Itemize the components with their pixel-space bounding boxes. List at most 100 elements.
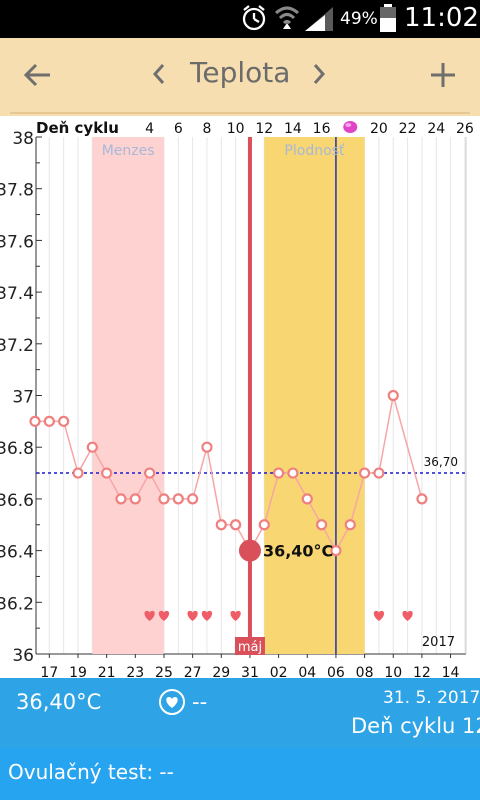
data-point[interactable] bbox=[129, 493, 141, 505]
fertility-label: Plodnosť bbox=[284, 143, 345, 159]
y-tick-label: 37.6 bbox=[0, 232, 34, 252]
date: 31. 5. 2017 bbox=[383, 688, 480, 708]
toolbar-divider bbox=[10, 112, 470, 114]
x-tick-label: 29 bbox=[212, 665, 230, 678]
y-tick-label: 37 bbox=[12, 388, 34, 408]
top-tick-label: 24 bbox=[427, 121, 445, 137]
y-tick-label: 36.4 bbox=[0, 543, 34, 563]
chevron-left-icon[interactable] bbox=[150, 62, 168, 90]
data-point[interactable] bbox=[86, 441, 98, 453]
heart-icon bbox=[402, 610, 413, 621]
data-point[interactable] bbox=[158, 493, 170, 505]
fertility-band bbox=[264, 137, 365, 654]
top-tick-label: 20 bbox=[370, 121, 388, 137]
heart-value: -- bbox=[192, 690, 208, 714]
top-tick-label: 16 bbox=[313, 121, 331, 137]
data-point[interactable] bbox=[215, 519, 227, 531]
temperature-chart[interactable]: 38 37.8 37.6 37.4 37.2 37 36.8 36.6 36.4 36.2 36 Me… bbox=[0, 116, 480, 681]
top-tick-label: 6 bbox=[174, 121, 183, 137]
data-point[interactable] bbox=[373, 467, 385, 479]
month-label-box bbox=[234, 637, 265, 655]
data-point[interactable] bbox=[230, 519, 242, 531]
wifi-icon bbox=[274, 5, 300, 37]
data-point[interactable] bbox=[72, 467, 84, 479]
data-point[interactable] bbox=[115, 493, 127, 505]
year-label: 2017 bbox=[422, 635, 455, 650]
x-tick-label: 14 bbox=[442, 665, 460, 678]
x-tick-label: 19 bbox=[69, 665, 87, 678]
page-title: Teplota bbox=[190, 56, 291, 89]
y-tick-label: 36.6 bbox=[0, 491, 34, 511]
alarm-icon bbox=[240, 4, 268, 36]
x-tick-label: 12 bbox=[413, 665, 431, 678]
menses-band bbox=[92, 137, 164, 654]
selected-value-label: 36,40°C bbox=[263, 542, 333, 561]
status-bar: 49% 11:02 bbox=[0, 0, 480, 38]
battery-icon bbox=[380, 4, 396, 36]
x-tick-label: 08 bbox=[356, 665, 374, 678]
day-summary[interactable]: 36,40°C -- 31. 5. 2017 Deň cyklu 12 bbox=[0, 678, 480, 748]
data-point[interactable] bbox=[301, 493, 313, 505]
y-tick-label: 36 bbox=[12, 646, 34, 666]
data-point[interactable] bbox=[344, 519, 356, 531]
data-point[interactable] bbox=[273, 467, 285, 479]
x-tick-label: 21 bbox=[98, 665, 116, 678]
top-tick-label: 10 bbox=[227, 121, 245, 137]
selected-data-point[interactable] bbox=[238, 539, 261, 562]
top-axis-label: Deň cyklu bbox=[36, 119, 119, 137]
x-tick-label: 25 bbox=[155, 665, 173, 678]
top-tick-label: 22 bbox=[399, 121, 417, 137]
plus-icon[interactable] bbox=[428, 60, 458, 94]
data-point[interactable] bbox=[330, 545, 342, 557]
data-point[interactable] bbox=[58, 415, 70, 427]
x-tick-label: 06 bbox=[327, 665, 345, 678]
data-point[interactable] bbox=[287, 467, 299, 479]
data-point[interactable] bbox=[258, 519, 270, 531]
x-tick-label: 02 bbox=[270, 665, 288, 678]
heart-icon bbox=[158, 610, 170, 621]
heart-icon bbox=[144, 610, 155, 621]
data-point[interactable] bbox=[201, 441, 213, 453]
battery-text: 49% bbox=[340, 9, 378, 29]
data-point[interactable] bbox=[29, 415, 41, 427]
x-tick-label: 10 bbox=[384, 665, 402, 678]
signal-icon bbox=[305, 7, 333, 35]
top-tick-label: 8 bbox=[202, 121, 211, 137]
egg-icon-highlight bbox=[345, 123, 352, 127]
y-tick-label: 37.8 bbox=[0, 181, 34, 201]
heart-icon bbox=[187, 610, 198, 621]
month-label: máj bbox=[238, 640, 262, 655]
clock: 11:02 bbox=[404, 3, 479, 33]
data-point[interactable] bbox=[387, 389, 399, 402]
toolbar: Teplota bbox=[0, 38, 480, 116]
back-arrow-icon[interactable] bbox=[22, 60, 52, 94]
heart-icon bbox=[230, 610, 241, 621]
x-tick-label: 27 bbox=[184, 665, 202, 678]
y-tick-label: 37.4 bbox=[0, 284, 34, 304]
x-tick-label: 23 bbox=[126, 665, 144, 678]
chart-svg[interactable]: 38 37.8 37.6 37.4 37.2 37 36.8 36.6 36.4 36.2 36 Me… bbox=[0, 116, 480, 681]
ovulation-test-text: Ovulačný test: -- bbox=[8, 760, 174, 784]
data-point[interactable] bbox=[172, 493, 184, 505]
data-point[interactable] bbox=[144, 467, 156, 479]
x-tick-label: 31 bbox=[241, 665, 259, 678]
heart-icon bbox=[201, 610, 213, 621]
data-point[interactable] bbox=[43, 415, 55, 427]
top-tick-label: 12 bbox=[255, 121, 273, 137]
data-point[interactable] bbox=[187, 493, 199, 505]
data-point[interactable] bbox=[101, 467, 113, 479]
menses-label: Menzes bbox=[102, 143, 155, 159]
data-point[interactable] bbox=[358, 467, 371, 479]
chevron-right-icon[interactable] bbox=[310, 62, 328, 90]
egg-icon bbox=[343, 121, 358, 133]
x-tick-label: 17 bbox=[40, 665, 58, 678]
y-tick-label: 37.2 bbox=[0, 336, 34, 356]
data-point[interactable] bbox=[416, 493, 428, 505]
ovulation-test-bar[interactable]: Ovulačný test: -- bbox=[0, 748, 480, 800]
heart-icon[interactable] bbox=[158, 688, 186, 720]
data-point[interactable] bbox=[316, 519, 328, 531]
x-tick-label: 04 bbox=[298, 665, 316, 678]
top-tick-label: 26 bbox=[456, 121, 474, 137]
temperature-value: 36,40°C bbox=[16, 690, 102, 714]
heart-icon bbox=[373, 610, 385, 621]
